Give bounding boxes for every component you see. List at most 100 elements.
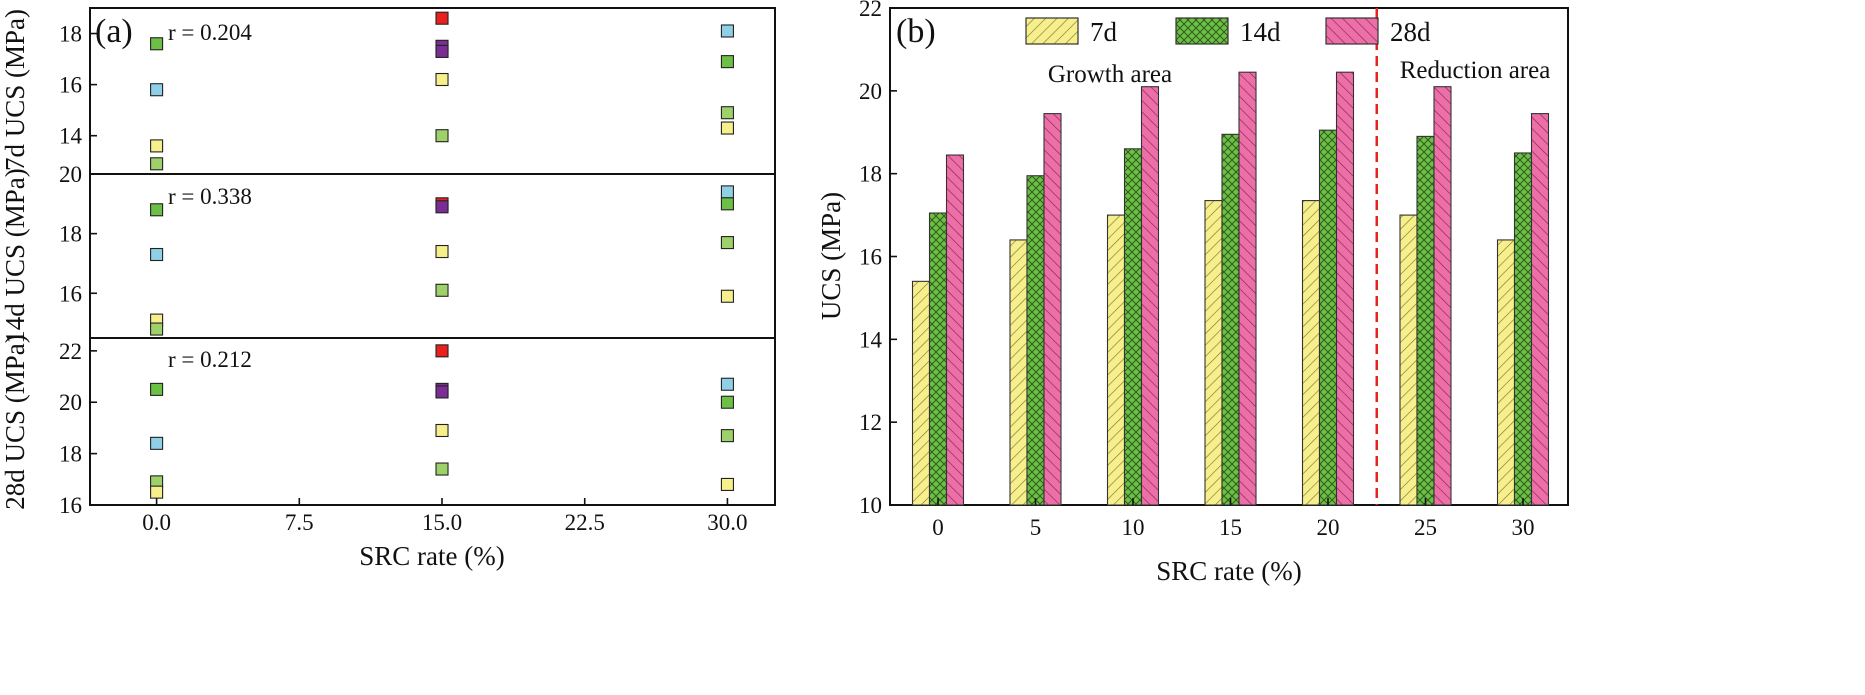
subplot-14d-r-label: r = 0.338 — [168, 184, 252, 209]
panel-b-xtick-label-4: 20 — [1317, 515, 1340, 540]
growth-area-label: Growth area — [1048, 61, 1172, 88]
subplot-1-point-6 — [435, 244, 449, 259]
subplot-0-point-2 — [150, 139, 164, 153]
subplot-1-point-0 — [150, 203, 164, 217]
subplot-0-ytick-label-2: 18 — [59, 22, 82, 47]
panel-a-label: (a) — [95, 13, 133, 50]
panel-b-label: (b) — [896, 13, 936, 50]
subplot-0-point-0 — [150, 37, 164, 51]
subplot-2-point-3 — [150, 485, 164, 499]
subplot-0-point-3 — [150, 157, 164, 171]
subplot-1-point-7 — [435, 283, 449, 297]
panel-a-xtick-label-3: 22.5 — [565, 510, 605, 535]
subplot-0-point-6 — [435, 44, 449, 58]
panel-b-y-ticks: 10 12 14 16 18 20 22 — [859, 0, 897, 518]
legend-label-28d: 28d — [1390, 17, 1431, 47]
panel-b-x-ticks: 0 5 10 15 20 25 30 — [932, 498, 1535, 540]
bar-7d-15 — [1204, 200, 1223, 506]
subplot-0-point-7 — [435, 72, 449, 87]
subplot-1-point-9 — [720, 197, 734, 211]
subplot-2-point-10 — [720, 395, 734, 409]
subplot-2-point-11 — [720, 429, 734, 443]
panel-b-xtick-label-2: 10 — [1122, 515, 1145, 540]
bar-28d-15 — [1238, 71, 1257, 506]
bar-14d-25 — [1416, 135, 1435, 506]
subplot-0-point-4 — [435, 11, 449, 25]
legend: 7d 14d 28d — [1025, 17, 1431, 47]
subplot-7d-r-label: r = 0.204 — [168, 20, 252, 45]
panel-b-ytick-label-6: 22 — [859, 0, 882, 21]
bar-28d-20 — [1335, 71, 1355, 506]
subplot-2-point-4 — [435, 344, 449, 358]
panel-b-xtick-label-0: 0 — [932, 515, 944, 540]
bar-28d-0 — [945, 154, 965, 506]
panel-b-bars — [911, 71, 1550, 506]
bar-14d-0 — [928, 212, 948, 506]
bar-7d-30 — [1496, 239, 1516, 506]
subplot-0-point-10 — [720, 55, 734, 69]
subplot-0-point-8 — [435, 129, 449, 143]
subplot-2-point-12 — [720, 477, 734, 491]
bar-28d-30 — [1530, 113, 1550, 506]
panel-a-points — [150, 11, 734, 499]
panel-b-xtick-label-5: 25 — [1414, 515, 1437, 540]
subplot-1-point-8 — [720, 185, 734, 199]
subplot-14d-ylabel: 14d UCS (MPa) — [0, 168, 30, 344]
subplot-7d-ylabel: 7d UCS (MPa) — [0, 9, 30, 171]
legend-label-7d: 7d — [1090, 17, 1118, 47]
subplot-2-point-7 — [435, 423, 449, 438]
bar-7d-5 — [1009, 239, 1028, 506]
bar-14d-30 — [1513, 152, 1533, 506]
subplot-2-point-0 — [150, 382, 164, 396]
panel-a-x-ticks: 0.0 7.5 15.0 22.5 30.0 — [142, 498, 748, 535]
bar-14d-5 — [1026, 175, 1045, 506]
subplot-2-point-6 — [435, 385, 449, 399]
panel-a-xtick-label-4: 30.0 — [707, 510, 747, 535]
subplot-1-ytick-label-2: 20 — [59, 162, 82, 187]
panel-b-xtick-label-6: 30 — [1512, 515, 1535, 540]
subplot-1-ytick-label-1: 18 — [59, 222, 82, 247]
subplot-2-ytick-label-3: 22 — [59, 339, 82, 364]
panel-a-xlabel: SRC rate (%) — [359, 541, 504, 571]
panel-b-ytick-label-0: 10 — [859, 493, 882, 518]
panel-a-xtick-label-1: 7.5 — [285, 510, 314, 535]
subplot-2-point-8 — [435, 462, 449, 476]
subplot-0-point-1 — [150, 83, 164, 97]
subplot-2-point-1 — [150, 436, 164, 450]
subplot-1-point-11 — [720, 289, 734, 303]
panel-b-bar-chart: (b) 10 12 14 16 18 20 22 0 5 10 15 20 25 30 Growth a… — [816, 0, 1569, 586]
panel-b-ytick-label-1: 12 — [859, 410, 882, 435]
panel-a-xtick-label-0: 0.0 — [142, 510, 171, 535]
panel-b-xlabel: SRC rate (%) — [1156, 556, 1301, 586]
panel-b-xtick-label-3: 15 — [1219, 515, 1242, 540]
panel-b-ytick-label-2: 14 — [859, 327, 883, 352]
subplot-2-point-9 — [720, 377, 734, 391]
panel-b-ytick-label-4: 18 — [859, 162, 882, 187]
subplot-0-ytick-label-0: 14 — [59, 124, 83, 149]
panel-b-xtick-label-1: 5 — [1030, 515, 1042, 540]
bar-28d-25 — [1433, 86, 1452, 506]
subplot-1-point-3 — [150, 322, 164, 336]
subplot-2-ytick-label-1: 18 — [59, 442, 82, 467]
legend-label-14d: 14d — [1240, 17, 1281, 47]
subplot-0-point-12 — [720, 121, 734, 135]
panel-b-ylabel: UCS (MPa) — [816, 192, 846, 320]
bar-7d-0 — [911, 280, 931, 506]
subplot-0-ytick-label-1: 16 — [59, 73, 82, 98]
bar-7d-10 — [1106, 214, 1126, 506]
panel-a-xtick-label-2: 15.0 — [422, 510, 462, 535]
reduction-area-label: Reduction area — [1400, 57, 1551, 84]
subplot-28d-ylabel: 28d UCS (MPa) — [0, 334, 30, 510]
bar-14d-15 — [1221, 133, 1240, 506]
bar-7d-20 — [1301, 200, 1321, 506]
legend-swatch-14d — [1175, 17, 1229, 45]
legend-swatch-7d — [1025, 17, 1079, 45]
panel-a-scatter: (a) r = 0.204 r = 0.338 r = 0.212 7d UCS… — [0, 7, 776, 571]
bar-28d-10 — [1140, 86, 1160, 506]
subplot-2-ytick-label-0: 16 — [59, 493, 82, 518]
subplot-2-ytick-label-2: 20 — [59, 390, 82, 415]
subplot-1-ytick-label-0: 16 — [59, 281, 82, 306]
subplot-1-point-10 — [720, 236, 734, 250]
panel-a-y-ticks: 14 16 18 16 18 20 16 18 20 22 — [59, 22, 97, 518]
bar-14d-20 — [1318, 129, 1338, 506]
